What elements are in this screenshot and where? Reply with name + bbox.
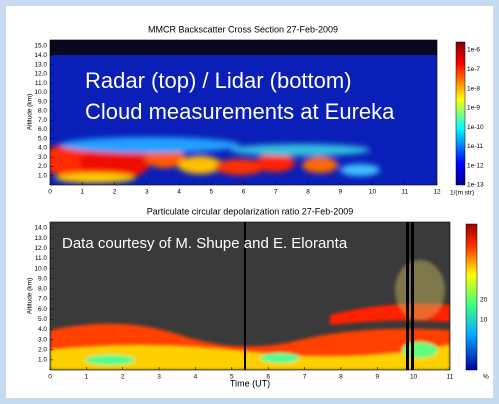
overlay-text: Data courtesy of M. Shupe and E. Elorant… [62, 235, 348, 252]
plot-title: MMCR Backscatter Cross Section 27-Feb-20… [148, 24, 338, 34]
y-tick-label: 9.0 [38, 98, 47, 105]
y-tick-label: 2.0 [38, 163, 47, 170]
colorbar-label: 1e-7 [467, 66, 480, 73]
y-tick-label: 11.0 [35, 255, 48, 262]
x-tick-label: 9 [375, 374, 379, 381]
y-tick-label: 1.0 [38, 357, 47, 364]
axis-label: Time (UT) [230, 378, 270, 388]
x-tick-label: 8 [339, 374, 343, 381]
colorbar-unit: % [483, 374, 489, 381]
x-tick-label: 9 [338, 189, 342, 196]
x-tick-label: 10 [410, 374, 418, 381]
y-tick-label: 6.0 [38, 126, 47, 133]
x-tick-label: 7 [274, 189, 278, 196]
y-tick-label: 4.0 [38, 326, 47, 333]
y-tick-label: 8.0 [38, 108, 47, 115]
y-tick-label: 13.0 [34, 61, 47, 68]
y-tick-label: 6.0 [38, 306, 47, 313]
x-tick-label: 6 [242, 189, 246, 196]
y-tick-label: 5.0 [38, 316, 47, 323]
x-tick-label: 7 [303, 374, 307, 381]
y-tick-label: 7.0 [38, 117, 47, 124]
y-tick-label: 13.0 [34, 235, 47, 242]
y-tick-label: 12.0 [34, 245, 47, 252]
x-tick-label: 3 [145, 189, 149, 196]
colorbar-unit: 1/(m str) [450, 190, 474, 197]
y-tick-label: 1.0 [38, 172, 47, 179]
colorbar-label: 1e-8 [467, 85, 480, 92]
colorbar-label: 1e-9 [467, 105, 480, 112]
colorbar-label: 1e-11 [467, 143, 484, 150]
x-tick-label: 2 [121, 374, 125, 381]
x-tick-label: 10 [369, 189, 377, 196]
x-tick-label: 4 [194, 374, 198, 381]
y-tick-label: 10.0 [34, 89, 47, 96]
axis-label: Altitude (km) [27, 94, 34, 130]
plot-title: Particulate circular depolarization rati… [147, 206, 354, 216]
overlay-text: Radar (top) / Lidar (bottom) [85, 68, 352, 93]
page: {"slide": { "top_plot": { "title": "MMCR… [0, 0, 499, 404]
slide: MMCR Backscatter Cross Section 27-Feb-20… [0, 0, 499, 404]
y-tick-label: 3.0 [38, 154, 47, 161]
colorbar-label: 1e-13 [467, 182, 484, 189]
y-tick-label: 3.0 [38, 336, 47, 343]
colorbar [466, 224, 477, 370]
x-tick-label: 2 [113, 189, 117, 196]
y-tick-label: 8.0 [38, 286, 47, 293]
y-tick-label: 2.0 [38, 346, 47, 353]
x-tick-label: 1 [80, 189, 84, 196]
y-tick-label: 14.0 [34, 225, 47, 232]
x-tick-label: 5 [230, 374, 234, 381]
x-tick-label: 12 [433, 189, 441, 196]
colorbar-label: 1e-6 [467, 47, 480, 54]
x-tick-label: 11 [447, 374, 454, 381]
x-tick-label: 4 [177, 189, 181, 196]
x-tick-label: 0 [48, 189, 52, 196]
overlay-text: Cloud measurements at Eureka [85, 99, 395, 124]
y-tick-label: 14.0 [34, 52, 47, 59]
y-tick-label: 7.0 [38, 296, 47, 303]
y-tick-label: 11.0 [35, 80, 48, 87]
x-tick-label: 5 [209, 189, 213, 196]
y-tick-label: 9.0 [38, 275, 47, 282]
y-tick-label: 12.0 [34, 71, 47, 78]
colorbar-label: 20 [480, 297, 488, 304]
x-tick-label: 8 [306, 189, 310, 196]
x-tick-label: 1 [85, 374, 89, 381]
x-tick-label: 11 [401, 189, 408, 196]
x-tick-label: 3 [157, 374, 161, 381]
y-tick-label: 5.0 [38, 135, 47, 142]
colorbar [456, 42, 465, 185]
y-tick-label: 10.0 [34, 265, 47, 272]
colorbar-label: 1e-12 [467, 162, 484, 169]
y-tick-label: 15.0 [34, 43, 47, 50]
x-tick-label: 0 [48, 374, 52, 381]
x-tick-label: 6 [266, 374, 270, 381]
colorbar-label: 1e-10 [467, 124, 484, 131]
colorbar-label: 10 [480, 317, 488, 324]
axis-label: Altitude (km) [27, 278, 34, 314]
y-tick-label: 4.0 [38, 145, 47, 152]
